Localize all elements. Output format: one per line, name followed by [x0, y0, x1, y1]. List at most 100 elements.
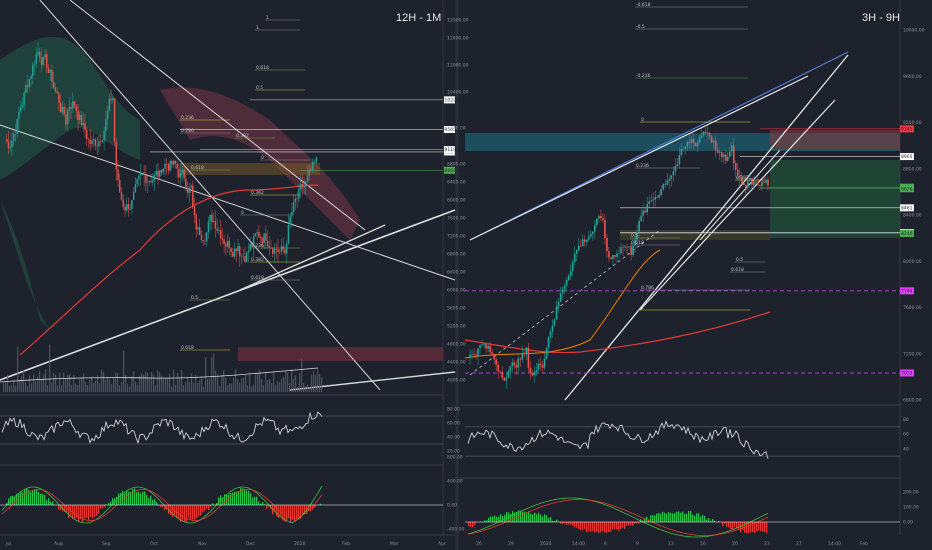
candle-body [266, 240, 269, 246]
candle-body [648, 201, 650, 204]
macd-histogram-bar [136, 492, 138, 505]
macd-histogram-bar [534, 512, 536, 522]
candle-body [49, 69, 51, 73]
macd-histogram-bar [242, 488, 244, 505]
volume-bar [59, 372, 61, 392]
candle-body [23, 92, 25, 105]
volume-bar [299, 373, 301, 392]
macd-histogram-bar [712, 519, 714, 522]
macd-histogram-bar [42, 493, 44, 505]
candle-body [588, 236, 590, 240]
candle-body [209, 214, 211, 222]
candle-body [115, 141, 117, 170]
candle-body [197, 227, 199, 230]
price-tag-label: 9565.92 [445, 127, 464, 133]
volume-bar [41, 379, 43, 392]
volume-bar [153, 374, 155, 392]
macd-histogram-bar [276, 505, 278, 517]
volume-bar [277, 380, 279, 392]
candle-body [547, 337, 550, 348]
volume-bar [263, 385, 265, 392]
candle-body [159, 170, 161, 177]
macd-histogram-bar [40, 493, 42, 505]
candle-body [303, 186, 305, 188]
macd-histogram-bar [172, 505, 174, 518]
price-tag-label: 10225.00 [445, 97, 467, 103]
channel-line-blue [469, 51, 849, 241]
macd-histogram-bar [554, 520, 556, 522]
volume-bar [77, 384, 79, 392]
candle-body [312, 162, 314, 171]
macd-histogram-bar [86, 505, 88, 519]
candle-body [594, 225, 596, 232]
price-tag [900, 229, 914, 237]
candle-body [549, 331, 552, 338]
volume-bar [209, 378, 211, 392]
price-tag-label: 8240.85 [901, 231, 920, 237]
candle-body [251, 244, 253, 246]
zone-box [620, 230, 770, 240]
candle-body [284, 249, 286, 254]
left-panel [0, 0, 455, 550]
volume-bar [193, 382, 195, 392]
candle-body [541, 365, 544, 368]
candle-body [192, 185, 194, 207]
volume-bar [135, 381, 137, 392]
macd-histogram-bar [30, 491, 32, 505]
volume-bar [151, 371, 153, 392]
macd-histogram-bar [728, 522, 730, 528]
macd-histogram-bar [624, 522, 626, 529]
candle-body [682, 148, 685, 150]
macd-histogram-bar [158, 505, 160, 506]
candle-body [555, 306, 558, 320]
volume-bar [321, 377, 323, 392]
candle-body [475, 354, 477, 357]
macd-histogram-bar [502, 515, 504, 522]
volume-bar [183, 385, 185, 392]
right-panel [460, 0, 932, 550]
volume-bar [225, 377, 227, 392]
candle-body [265, 233, 267, 241]
candle-body [117, 169, 119, 180]
candle-body [577, 245, 580, 251]
x-tick-label: 23 [764, 541, 770, 547]
candle-body [218, 230, 220, 231]
moving-average [19, 184, 319, 356]
macd-histogram-bar [236, 491, 238, 505]
macd-histogram-bar [718, 521, 720, 522]
candle-body [240, 255, 243, 257]
fib-label: 0.618 [256, 65, 269, 71]
volume-bar [47, 385, 49, 392]
macd-histogram-bar [758, 522, 760, 531]
right-timeframe-label: 3H - 9H [862, 12, 900, 24]
x-tick-label: Nov [198, 541, 207, 547]
candle-body [592, 231, 594, 234]
candle-body [573, 253, 576, 263]
candle-body [259, 236, 262, 238]
candle-body [751, 177, 753, 185]
macd-histogram-bar [654, 515, 656, 522]
candle-body [507, 371, 510, 378]
candle-body [56, 91, 58, 94]
volume-bar [49, 344, 51, 392]
macd-histogram-bar [10, 495, 12, 505]
macd-histogram-bar [208, 505, 210, 510]
fib-label: 0.618 [731, 267, 744, 273]
volume-bar [229, 382, 231, 392]
macd-histogram-bar [58, 505, 60, 510]
macd-histogram-bar [38, 491, 40, 505]
macd-histogram-bar [122, 490, 124, 505]
x-tick-label: 29 [508, 541, 514, 547]
macd-histogram-bar [530, 513, 532, 522]
candle-body [305, 181, 307, 187]
wedge-line [639, 99, 836, 311]
candle-body [716, 150, 719, 153]
macd-histogram-bar [300, 505, 302, 519]
macd-histogram-bar [722, 522, 724, 527]
macd-histogram-bar [142, 491, 144, 505]
volume-bar [243, 377, 245, 392]
macd-histogram-bar [260, 503, 262, 505]
candle-body [529, 367, 532, 374]
candle-body [166, 163, 168, 165]
